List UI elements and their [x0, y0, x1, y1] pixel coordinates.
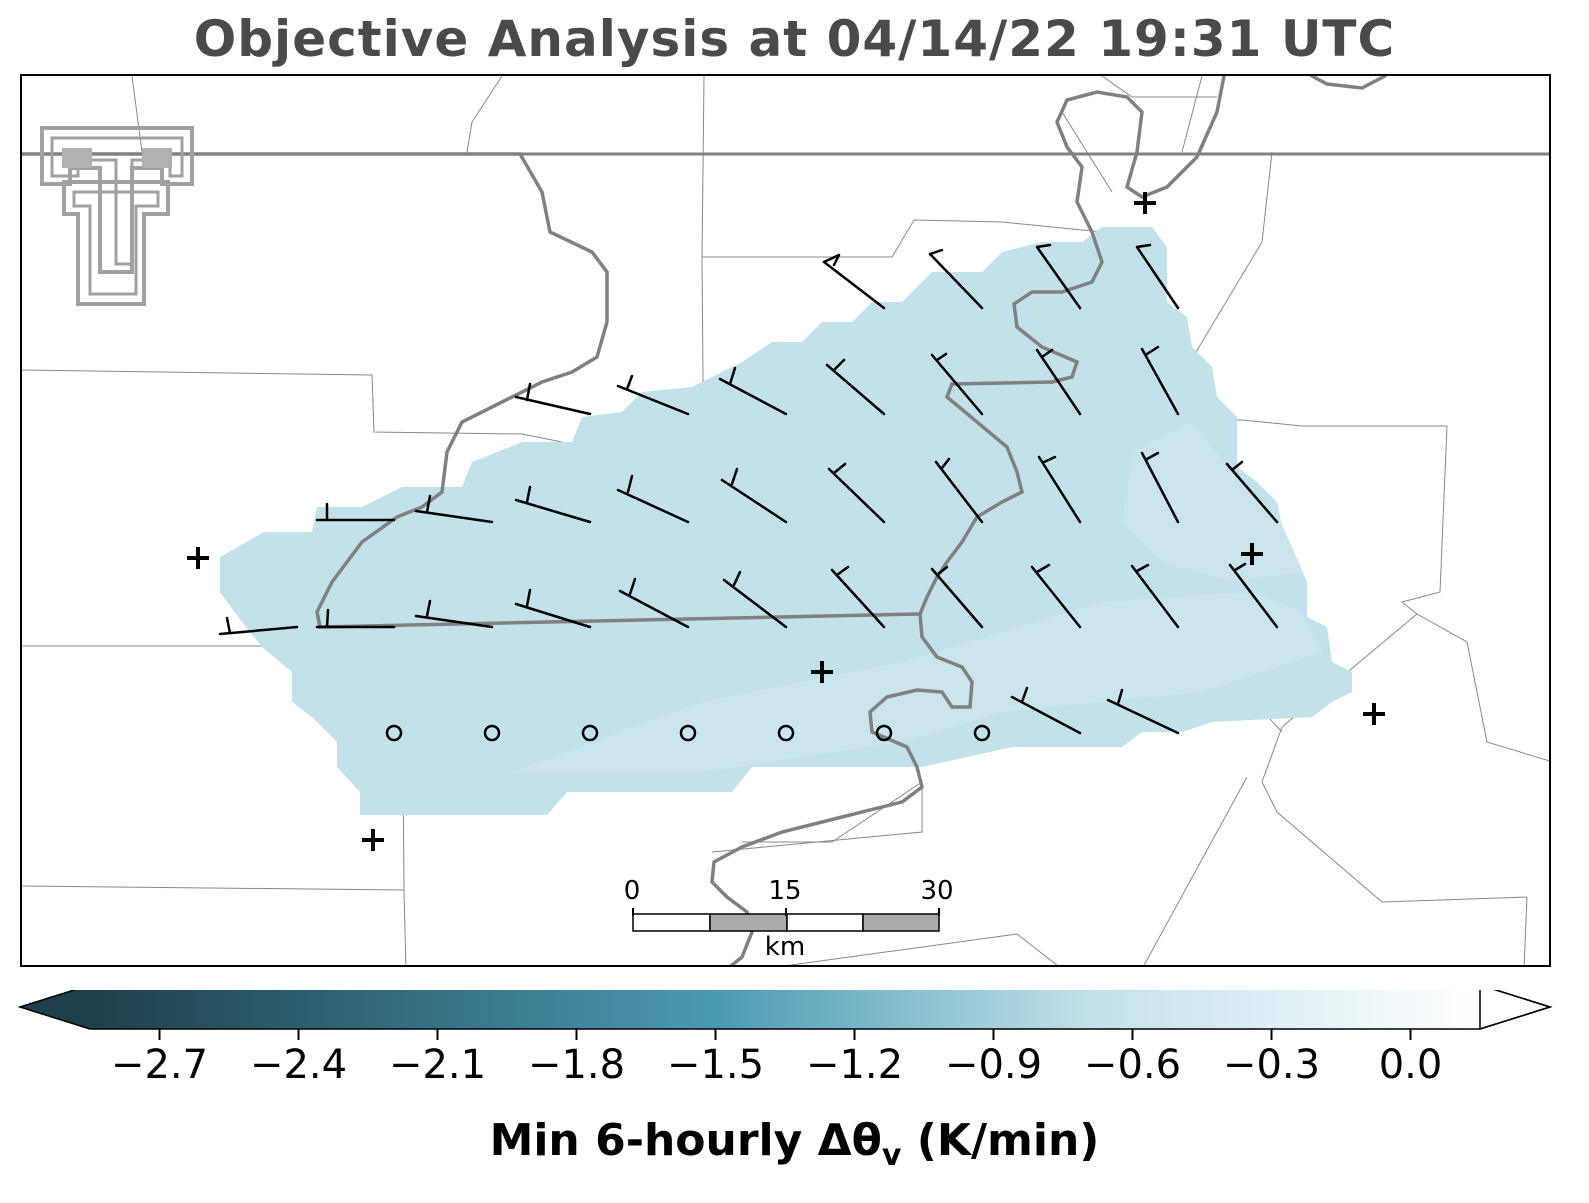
colorbar-gradient — [90, 990, 1480, 1029]
colorbar-tick-label: −2.4 — [249, 1042, 348, 1088]
colorbar-tick-label: −0.3 — [1222, 1042, 1321, 1088]
university-logo — [40, 126, 194, 306]
map-title: Objective Analysis at 04/14/22 19:31 UTC — [193, 10, 1396, 68]
colorbar-tick-label: −2.1 — [388, 1042, 487, 1088]
calm-wind-circles — [385, 724, 991, 742]
scale-label-15: 15 — [768, 876, 802, 906]
colorbar-tick-label: 0.0 — [1378, 1042, 1443, 1088]
colorbar-label: Min 6-hourly Δθv (K/min) — [489, 1115, 1100, 1173]
colorbar-tick-label: −2.7 — [110, 1042, 209, 1088]
colorbar — [17, 990, 1553, 1040]
scale-bar — [632, 908, 940, 932]
scale-label-30: 30 — [920, 876, 954, 906]
wind-barbs — [218, 243, 1279, 735]
colorbar-tick-label: −1.5 — [666, 1042, 765, 1088]
state-borders — [22, 76, 1549, 965]
scale-label-0: 0 — [623, 876, 641, 906]
colorbar-tick-label: −1.2 — [805, 1042, 904, 1088]
colorbar-tick-label: −0.9 — [944, 1042, 1043, 1088]
map-canvas — [22, 76, 1549, 965]
colorbar-min-extension — [20, 990, 90, 1029]
colorbar-tick-label: −1.8 — [527, 1042, 626, 1088]
map-panel[interactable] — [20, 74, 1551, 967]
colorbar-tick-label: −0.6 — [1083, 1042, 1182, 1088]
station-plus-markers — [187, 192, 1385, 851]
scale-unit-label: km — [764, 932, 806, 962]
